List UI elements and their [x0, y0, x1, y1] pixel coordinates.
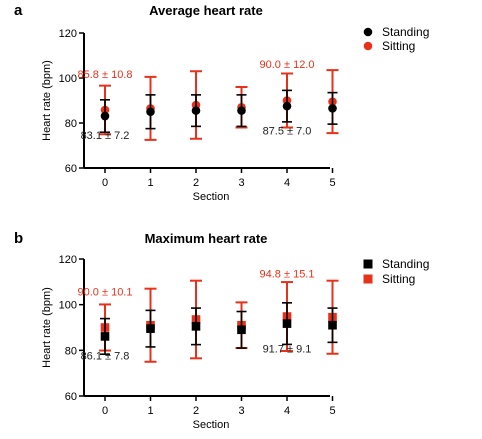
panel-a-legend-sitting-marker: [363, 41, 373, 51]
panel-b-standing-point: [191, 322, 201, 331]
panel-a-annotation-red: 90.0 ± 12.0: [260, 59, 315, 71]
panel-a-legend-standing-label: Standing: [382, 25, 429, 39]
panel-a-y-tick-label: 100: [59, 73, 77, 85]
panel-a-x-tick-label: 2: [193, 177, 199, 189]
panel-a-y-tick-label: 60: [65, 163, 77, 175]
panel-b-title: Maximum heart rate: [145, 231, 268, 246]
panel-b-standing-point: [328, 320, 337, 330]
panel-b-standing-point: [100, 332, 110, 341]
panel-a-annotation-red: 85.8 ± 10.8: [78, 69, 133, 81]
panel-b-x-axis-label: Section: [193, 419, 230, 431]
panel-a-annotation-black: 83.1 ± 7.2: [81, 130, 130, 142]
panel-b-annotation-red: 90.0 ± 10.1: [78, 287, 133, 299]
panel-b-annotation-black: 91.7 ± 9.1: [263, 344, 312, 356]
panel-a-standing-point: [146, 107, 155, 117]
panel-a-standing-point: [328, 104, 337, 113]
panel-b-legend-standing-label: Standing: [382, 257, 429, 271]
panel-a-legend-standing-marker: [363, 27, 373, 37]
panel-b-x-tick-label: 0: [102, 405, 108, 417]
panel-a-y-tick-label: 80: [65, 118, 77, 130]
panel-a-x-tick-label: 4: [284, 177, 290, 189]
panel-a-y-axis-label: Heart rate (bpm): [41, 60, 53, 141]
panel-a-title: Average heart rate: [149, 3, 263, 18]
panel-b-y-axis-label: Heart rate (bpm): [41, 287, 53, 368]
panel-b-standing-point: [237, 325, 246, 335]
panel-b-x-tick-label: 5: [329, 405, 335, 417]
panel-b-x-tick-label: 1: [147, 405, 153, 417]
panel-a-letter: a: [14, 2, 23, 19]
panel-a-x-tick-label: 5: [329, 177, 335, 189]
panel-a-standing-point: [237, 106, 246, 115]
panel-a-standing-point: [191, 106, 201, 115]
panel-b-x-tick-label: 2: [193, 405, 199, 417]
panel-a-annotation-black: 87.5 ± 7.0: [263, 125, 312, 137]
panel-b-annotation-red: 94.8 ± 15.1: [260, 268, 315, 280]
panel-b-y-tick-label: 80: [65, 345, 77, 357]
panel-a-x-tick-label: 0: [102, 177, 108, 189]
panel-a-standing-point: [100, 111, 110, 121]
panel-b-annotation-black: 86.1 ± 7.8: [81, 350, 130, 362]
panel-a-legend-sitting-label: Sitting: [382, 39, 415, 53]
panel-b-y-tick-label: 100: [59, 300, 77, 312]
panel-a-x-tick-label: 1: [147, 177, 153, 189]
panel-b-legend-sitting-label: Sitting: [382, 272, 415, 286]
panel-b-legend-sitting-marker: [363, 274, 373, 284]
panel-b-standing-point: [282, 319, 292, 328]
panel-a-x-tick-label: 3: [238, 177, 244, 189]
panel-b-y-tick-label: 120: [59, 254, 77, 266]
panel-a-x-axis-label: Section: [193, 191, 230, 203]
panel-b-letter: b: [14, 230, 23, 247]
panel-a-y-tick-label: 120: [59, 28, 77, 40]
panel-b-y-tick-label: 60: [65, 391, 77, 403]
panel-a-standing-point: [282, 101, 292, 111]
panel-b-standing-point: [146, 324, 155, 333]
panel-b-x-tick-label: 4: [284, 405, 290, 417]
panel-b-x-tick-label: 3: [238, 405, 244, 417]
panel-b-legend-standing-marker: [363, 259, 373, 269]
